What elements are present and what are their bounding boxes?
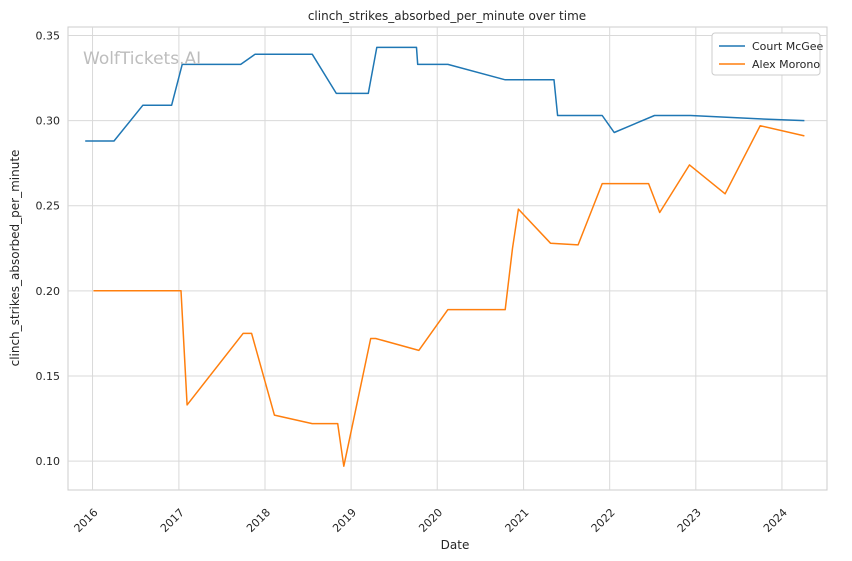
legend-label-alex-morono: Alex Morono xyxy=(752,58,820,71)
y-tick-label: 0.30 xyxy=(36,115,61,128)
series-layer xyxy=(85,46,805,467)
y-tick-label: 0.10 xyxy=(36,455,61,468)
plot-area xyxy=(67,26,828,491)
grid-lines xyxy=(68,27,827,490)
y-axis-ticks: 0.10 0.15 0.20 0.25 0.30 0.35 xyxy=(36,30,61,469)
series-line-court-mcgee xyxy=(85,46,805,142)
legend: Court McGee Alex Morono xyxy=(711,32,824,76)
y-tick-label: 0.25 xyxy=(36,200,61,213)
y-tick-label: 0.15 xyxy=(36,370,61,383)
x-axis-title: Date xyxy=(441,538,470,552)
series-line-alex-morono xyxy=(93,124,805,467)
chart-title: clinch_strikes_absorbed_per_minute over … xyxy=(308,9,586,23)
y-tick-label: 0.20 xyxy=(36,285,61,298)
watermark: WolfTickets.AI xyxy=(83,49,201,69)
y-axis-title: clinch_strikes_absorbed_per_minute xyxy=(8,150,22,367)
legend-label-court-mcgee: Court McGee xyxy=(752,40,824,53)
y-tick-label: 0.35 xyxy=(36,30,61,43)
